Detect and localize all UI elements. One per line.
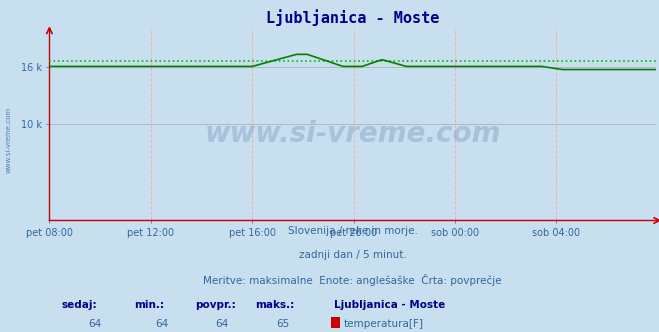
Text: 64: 64 xyxy=(155,319,168,329)
Text: Ljubljanica - Moste: Ljubljanica - Moste xyxy=(334,299,445,309)
Text: Meritve: maksimalne  Enote: anglešaške  Črta: povprečje: Meritve: maksimalne Enote: anglešaške Čr… xyxy=(203,274,502,286)
Text: 64: 64 xyxy=(88,319,101,329)
Text: 64: 64 xyxy=(215,319,229,329)
Text: maks.:: maks.: xyxy=(256,299,295,309)
Text: povpr.:: povpr.: xyxy=(195,299,236,309)
Text: temperatura[F]: temperatura[F] xyxy=(343,319,424,329)
Bar xyxy=(331,317,340,328)
Text: zadnji dan / 5 minut.: zadnji dan / 5 minut. xyxy=(299,250,407,260)
Text: Slovenija / reke in morje.: Slovenija / reke in morje. xyxy=(287,226,418,236)
Title: Ljubljanica - Moste: Ljubljanica - Moste xyxy=(266,9,440,26)
Text: sedaj:: sedaj: xyxy=(61,299,97,309)
Text: 65: 65 xyxy=(276,319,289,329)
Text: www.si-vreme.com: www.si-vreme.com xyxy=(5,106,11,173)
Text: www.si-vreme.com: www.si-vreme.com xyxy=(204,120,501,148)
Text: min.:: min.: xyxy=(134,299,164,309)
